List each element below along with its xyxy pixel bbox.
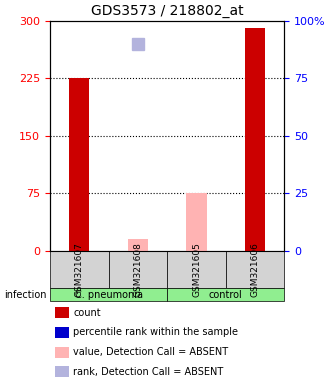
Text: control: control (209, 290, 243, 300)
Bar (54, 347, 69, 358)
Text: infection: infection (4, 290, 47, 300)
Text: value, Detection Call = ABSENT: value, Detection Call = ABSENT (73, 347, 228, 357)
FancyBboxPatch shape (50, 288, 167, 301)
Text: rank, Detection Call = ABSENT: rank, Detection Call = ABSENT (73, 367, 224, 377)
Bar (54, 366, 69, 377)
Bar (245, 28, 265, 250)
Text: count: count (73, 308, 101, 318)
Text: GSM321608: GSM321608 (133, 242, 142, 297)
FancyBboxPatch shape (50, 250, 109, 288)
Bar (54, 307, 69, 318)
Bar (128, 239, 148, 250)
Text: percentile rank within the sample: percentile rank within the sample (73, 328, 238, 338)
Bar (54, 327, 69, 338)
FancyBboxPatch shape (226, 250, 284, 288)
Text: GSM321606: GSM321606 (251, 242, 260, 297)
FancyBboxPatch shape (167, 288, 284, 301)
Bar (186, 193, 207, 250)
FancyBboxPatch shape (109, 250, 167, 288)
Text: GSM321605: GSM321605 (192, 242, 201, 297)
Title: GDS3573 / 218802_at: GDS3573 / 218802_at (91, 4, 244, 18)
Text: GSM321607: GSM321607 (75, 242, 84, 297)
FancyBboxPatch shape (167, 250, 226, 288)
Bar (69, 78, 89, 250)
Text: C. pneumonia: C. pneumonia (75, 290, 143, 300)
